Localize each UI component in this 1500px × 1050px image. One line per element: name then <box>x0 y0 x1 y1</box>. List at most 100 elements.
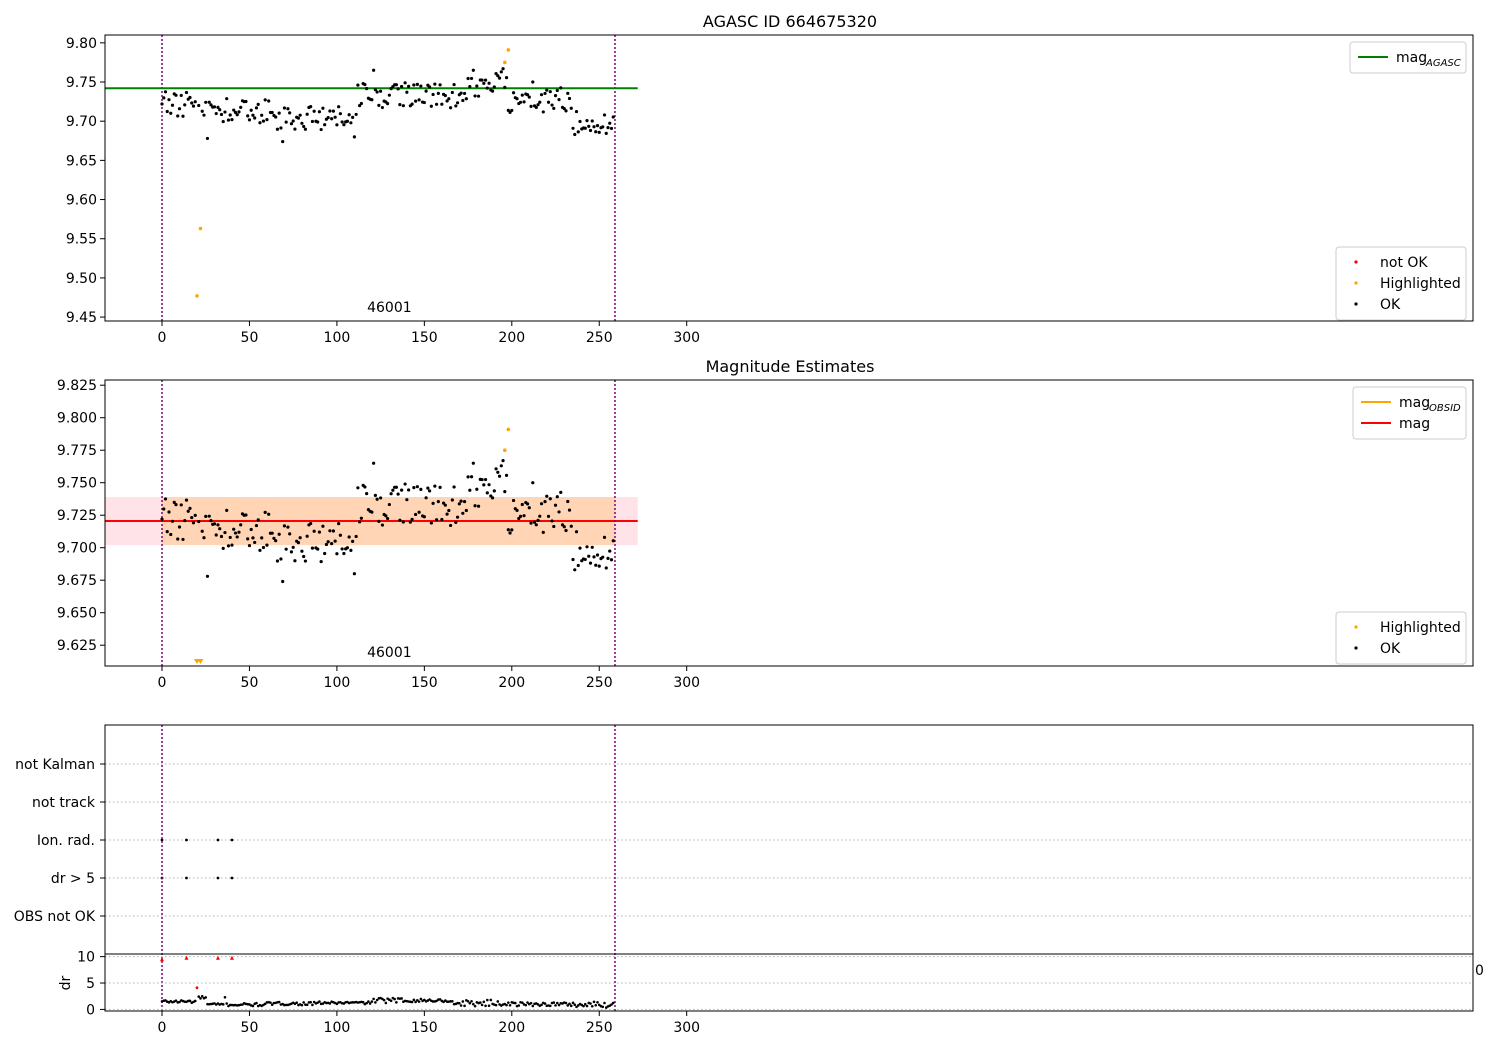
agasc-ok-point <box>337 105 341 109</box>
dr-point <box>480 1003 484 1007</box>
magnitude-ok-point <box>518 514 523 518</box>
dr-point <box>526 1001 529 1004</box>
agasc-ok-point <box>202 113 206 117</box>
dr-point <box>536 1003 540 1006</box>
agasc-ok-point <box>394 83 398 87</box>
magnitude-ok-point <box>372 461 376 465</box>
magnitude-ok-point <box>422 515 426 519</box>
agasc-ok-point <box>296 116 301 120</box>
agasc-ok-point <box>174 93 178 97</box>
agasc-ok-point <box>228 113 232 117</box>
agasc-ok-point <box>410 102 414 106</box>
agasc-ok-point <box>480 78 484 82</box>
agasc-ok-point <box>282 106 287 110</box>
dr-point <box>554 1004 557 1007</box>
dr-point <box>484 1004 487 1008</box>
magnitude-ok-point <box>232 527 236 531</box>
stray-tick-label: 0 <box>1475 963 1484 979</box>
flag-category-label: dr > 5 <box>51 871 95 887</box>
agasc-ok-point <box>160 102 164 106</box>
magnitude-y-tick-label: 9.675 <box>57 573 97 589</box>
agasc-ok-point <box>200 109 204 113</box>
magnitude-ok-point <box>497 474 502 478</box>
magnitude-ok-point <box>160 517 164 521</box>
magnitude-ok-point <box>181 537 185 542</box>
dr-point <box>566 1004 570 1007</box>
magnitude-ok-point <box>233 531 238 535</box>
agasc-ok-point <box>373 88 377 92</box>
magnitude-estimates-panel: Magnitude Estimates 9.625 9.650 9.675 9.700… <box>57 357 1474 691</box>
agasc-ok-point <box>169 111 173 115</box>
dr-point <box>585 1004 589 1008</box>
agasc-ok-point <box>349 121 353 125</box>
magnitude-ok-point <box>298 536 302 540</box>
magnitude-ok-point <box>289 550 294 554</box>
dr-point <box>489 998 493 1002</box>
dr-red-point <box>195 986 199 990</box>
dr-point <box>524 1003 528 1007</box>
magnitude-ok-point <box>567 508 572 512</box>
magnitude-ok-point <box>275 559 280 563</box>
magnitude-ok-point <box>548 497 552 501</box>
agasc-ok-point <box>601 125 605 129</box>
magnitude-ok-point <box>466 475 470 479</box>
magnitude-ok-point <box>230 543 234 547</box>
agasc-highlighted-point <box>198 226 203 231</box>
magnitude-ok-point <box>170 519 175 523</box>
magnitude-ok-point <box>335 552 339 556</box>
magnitude-ok-point <box>576 563 580 568</box>
magnitude-status-legend: Highlighted OK <box>1335 611 1467 665</box>
magnitude-ok-point <box>172 500 176 504</box>
magnitude-y-tick-label: 9.625 <box>57 638 97 654</box>
agasc-ok-point <box>205 136 210 141</box>
magnitude-ok-point <box>412 485 416 490</box>
magnitude-ok-point <box>499 464 503 468</box>
agasc-ok-point <box>274 115 278 119</box>
agasc-ok-point <box>333 115 337 119</box>
magnitude-ok-point <box>359 516 363 520</box>
agasc-ok-point <box>177 107 182 111</box>
agasc-ok-point <box>212 105 217 109</box>
agasc-ok-point <box>574 109 579 114</box>
magnitude-mag-legend-subscript: OBSID <box>1429 403 1461 414</box>
flags-x-tick-label: 0 <box>158 1020 167 1036</box>
dr-point <box>302 1001 305 1004</box>
agasc-ok-point <box>191 104 196 108</box>
agasc-ok-point <box>473 94 477 98</box>
magnitude-ok-point <box>461 511 465 515</box>
magnitude-ok-point <box>302 554 306 559</box>
magnitude-ok-point <box>237 530 241 534</box>
agasc-ok-point <box>302 124 306 129</box>
agasc-panel: AGASC ID 664675320 9.45 9.50 9.55 9.60 9.65 9… <box>66 12 1474 346</box>
dr-point <box>486 998 489 1002</box>
magnitude-ok-point <box>296 541 301 545</box>
agasc-ok-point <box>447 97 451 101</box>
magnitude-ok-point <box>510 528 514 532</box>
agasc-ok-point <box>209 103 213 107</box>
magnitude-ok-point <box>226 544 231 548</box>
agasc-ok-point <box>401 104 405 108</box>
magnitude-x-tick-label: 100 <box>324 675 351 691</box>
magnitude-ok-point <box>587 554 591 558</box>
agasc-ok-point <box>363 82 367 87</box>
agasc-ok-point <box>583 126 587 130</box>
agasc-ok-point <box>503 85 507 90</box>
dr-point <box>174 999 178 1002</box>
dr-point <box>555 1001 559 1005</box>
magnitude-ok-point <box>205 574 210 578</box>
agasc-ok-point <box>370 98 374 102</box>
magnitude-ok-point <box>291 545 295 549</box>
magnitude-ok-point <box>207 514 211 518</box>
magnitude-ok-point <box>485 491 489 495</box>
magnitude-ok-point <box>253 540 257 545</box>
magnitude-ok-point <box>247 543 252 548</box>
dr-point <box>375 998 379 1002</box>
dr-point <box>508 1003 512 1007</box>
agasc-y-tick-label: 9.45 <box>66 310 97 326</box>
agasc-panel-title: AGASC ID 664675320 <box>703 12 877 31</box>
agasc-ok-point <box>546 100 551 104</box>
agasc-x-tick-label: 300 <box>673 330 700 346</box>
agasc-ok-point <box>497 76 502 80</box>
agasc-ok-point <box>536 103 540 107</box>
